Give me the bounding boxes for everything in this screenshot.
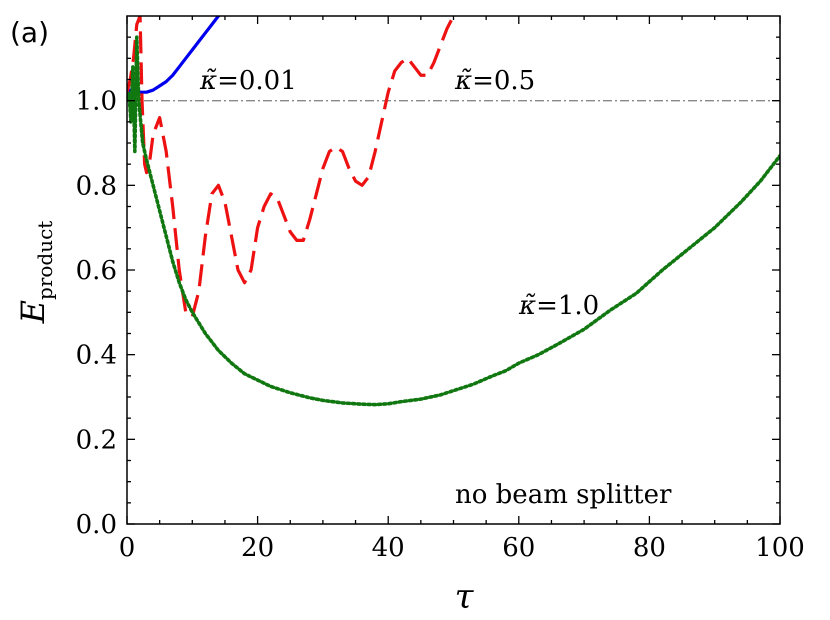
x-tick-labels: 0 20 40 60 80 100 <box>119 533 805 563</box>
x-tick-label: 20 <box>241 533 274 563</box>
series-label-kappa-0.01: κ̃=0.01 <box>199 66 297 96</box>
y-axis-label: Eproduct <box>14 221 57 325</box>
y-axis-label-subscript: product <box>33 221 57 300</box>
series-label-kappa-0.5: κ̃=0.5 <box>454 66 535 96</box>
y-tick-labels: 0.0 0.2 0.4 0.6 0.8 1.0 <box>76 87 117 540</box>
svg-text:Eproduct: Eproduct <box>14 221 57 325</box>
series-line-2 <box>127 35 780 407</box>
y-tick-label: 0.0 <box>76 510 117 540</box>
y-tick-label: 0.8 <box>76 171 117 201</box>
y-tick-label: 0.6 <box>76 256 117 286</box>
series-line-1 <box>127 16 456 319</box>
y-tick-label: 1.0 <box>76 87 117 117</box>
x-tick-label: 0 <box>119 533 136 563</box>
y-axis-label-main: E <box>14 300 52 324</box>
series-label-kappa-1.0: κ̃=1.0 <box>518 291 599 321</box>
series-layer <box>127 16 780 407</box>
x-tick-label: 40 <box>372 533 405 563</box>
no-beam-splitter-annotation: no beam splitter <box>455 480 672 510</box>
tick-marks <box>126 16 781 525</box>
x-tick-label: 60 <box>502 533 535 563</box>
x-axis-label: τ <box>455 577 475 617</box>
x-tick-label: 100 <box>755 533 805 563</box>
y-tick-label: 0.4 <box>76 341 117 371</box>
panel-label: (a) <box>10 16 49 49</box>
x-tick-label: 80 <box>633 533 666 563</box>
y-tick-label: 0.2 <box>76 425 117 455</box>
